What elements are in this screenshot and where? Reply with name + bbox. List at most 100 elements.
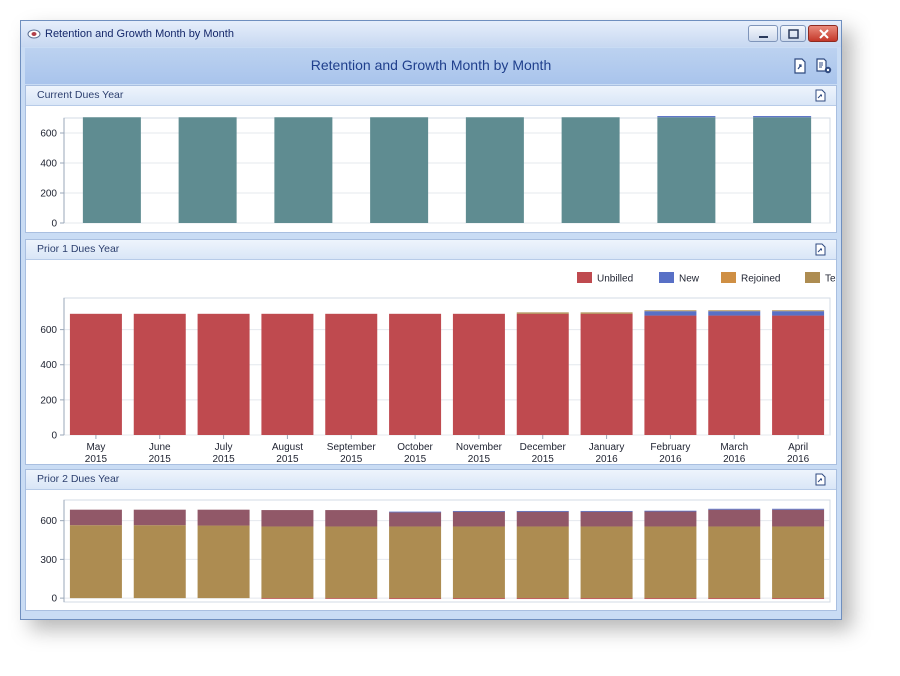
legend-label: New xyxy=(679,274,700,285)
x-tick-label: April 2016 xyxy=(787,442,810,464)
bar-segment xyxy=(657,117,716,223)
export-icon[interactable] xyxy=(815,243,827,256)
bar-segment xyxy=(644,511,697,527)
bar-segment xyxy=(580,598,633,600)
report-header: Retention and Growth Month by Month xyxy=(25,48,837,84)
bar-segment xyxy=(580,510,633,512)
x-tick-label: December 2015 xyxy=(520,442,567,464)
legend-label: Terminated xyxy=(825,274,836,285)
legend-swatch xyxy=(805,272,820,283)
bar-segment xyxy=(580,511,633,527)
bar-segment xyxy=(389,313,442,435)
restore-icon xyxy=(788,29,799,39)
x-tick-label: November 2015 xyxy=(456,442,503,464)
panel-header: Prior 1 Dues Year xyxy=(26,240,836,260)
bar-segment xyxy=(325,510,378,527)
x-tick-label: February 2016 xyxy=(650,442,690,464)
bar-segment xyxy=(69,525,122,599)
bar-segment xyxy=(708,526,761,599)
x-tick-label: September 2015 xyxy=(327,442,377,464)
current-dues-year-panel: Current Dues Year 0 200 400 600 xyxy=(25,85,837,233)
bar-segment xyxy=(178,117,237,223)
bar-segment xyxy=(644,510,697,512)
bar-segment xyxy=(753,116,812,118)
bar-segment xyxy=(708,509,761,527)
bar-segment xyxy=(325,526,378,599)
bar-segment xyxy=(69,313,122,435)
bar-segment xyxy=(580,526,633,599)
bar-segment xyxy=(708,311,761,316)
prior-2-dues-year-chart: 0 300 600 xyxy=(40,499,831,605)
plot-area xyxy=(63,297,831,436)
bar-segment xyxy=(708,310,761,312)
bar-segment xyxy=(452,526,505,599)
x-tick-label: October 2015 xyxy=(397,442,433,464)
x-tick-label: August 2015 xyxy=(272,442,303,464)
panel-title: Prior 1 Dues Year xyxy=(37,243,120,255)
bar-segment xyxy=(133,509,186,526)
y-tick-label: 200 xyxy=(40,189,57,200)
bar-segment xyxy=(389,511,442,513)
bar-segment xyxy=(708,315,761,435)
bar-segment xyxy=(325,598,378,599)
legend-swatch xyxy=(721,272,736,283)
plot-area xyxy=(63,499,831,603)
bar-segment xyxy=(772,598,825,600)
restore-button[interactable] xyxy=(780,25,806,42)
bar-segment xyxy=(516,510,569,512)
page-title: Retention and Growth Month by Month xyxy=(310,57,552,73)
bar-segment xyxy=(772,526,825,599)
bar-segment xyxy=(82,117,141,223)
bar-segment xyxy=(133,313,186,435)
legend-swatch xyxy=(577,272,592,283)
export-icon[interactable] xyxy=(815,473,827,486)
x-tick-label: June 2015 xyxy=(149,442,172,464)
y-tick-label: 600 xyxy=(40,129,57,140)
y-tick-label: 400 xyxy=(40,360,57,371)
bar-segment xyxy=(197,313,250,435)
bar-segment xyxy=(69,509,122,526)
prior-2-dues-year-panel: Prior 2 Dues Year 0 300 600 xyxy=(25,469,837,611)
y-tick-label: 0 xyxy=(51,594,57,605)
settings-icon[interactable] xyxy=(815,57,833,75)
bar-segment xyxy=(644,310,697,312)
window-title: Retention and Growth Month by Month xyxy=(45,28,234,40)
x-tick-label: March 2016 xyxy=(720,442,748,464)
bar-segment xyxy=(261,313,314,435)
app-logo-icon xyxy=(27,29,41,39)
bar-segment xyxy=(325,313,378,435)
export-icon[interactable] xyxy=(815,89,827,102)
legend-label: Rejoined xyxy=(741,274,780,285)
bar-segment xyxy=(197,509,250,526)
y-tick-label: 300 xyxy=(40,555,57,566)
bar-segment xyxy=(644,598,697,600)
bar-segment xyxy=(516,313,569,435)
bar-segment xyxy=(261,510,314,527)
title-bar[interactable]: Retention and Growth Month by Month xyxy=(21,21,841,47)
bar-segment xyxy=(452,313,505,435)
bar-segment xyxy=(561,117,620,223)
bar-segment xyxy=(370,117,429,223)
bar-segment xyxy=(516,511,569,527)
bar-segment xyxy=(708,508,761,510)
app-window: Retention and Growth Month by Month Rete… xyxy=(20,20,842,620)
bar-segment xyxy=(772,311,825,316)
minimize-icon xyxy=(759,36,768,38)
bar-segment xyxy=(772,315,825,435)
bar-segment xyxy=(389,512,442,527)
legend-swatch xyxy=(659,272,674,283)
bar-segment xyxy=(753,117,812,223)
bar-segment xyxy=(580,312,633,314)
bar-segment xyxy=(274,117,333,223)
current-dues-year-chart: 0 200 400 600 xyxy=(40,116,831,230)
bar-segment xyxy=(261,526,314,599)
minimize-button[interactable] xyxy=(748,25,778,42)
y-tick-label: 200 xyxy=(40,395,57,406)
prior-1-dues-year-panel: Prior 1 Dues Year 0 200 400 600 May 2015 June 2… xyxy=(25,239,837,465)
y-tick-label: 600 xyxy=(40,516,57,527)
close-button[interactable] xyxy=(808,25,838,42)
bar-segment xyxy=(516,526,569,599)
close-icon xyxy=(819,29,829,39)
export-icon[interactable] xyxy=(791,57,809,75)
panel-header: Prior 2 Dues Year xyxy=(26,470,836,490)
